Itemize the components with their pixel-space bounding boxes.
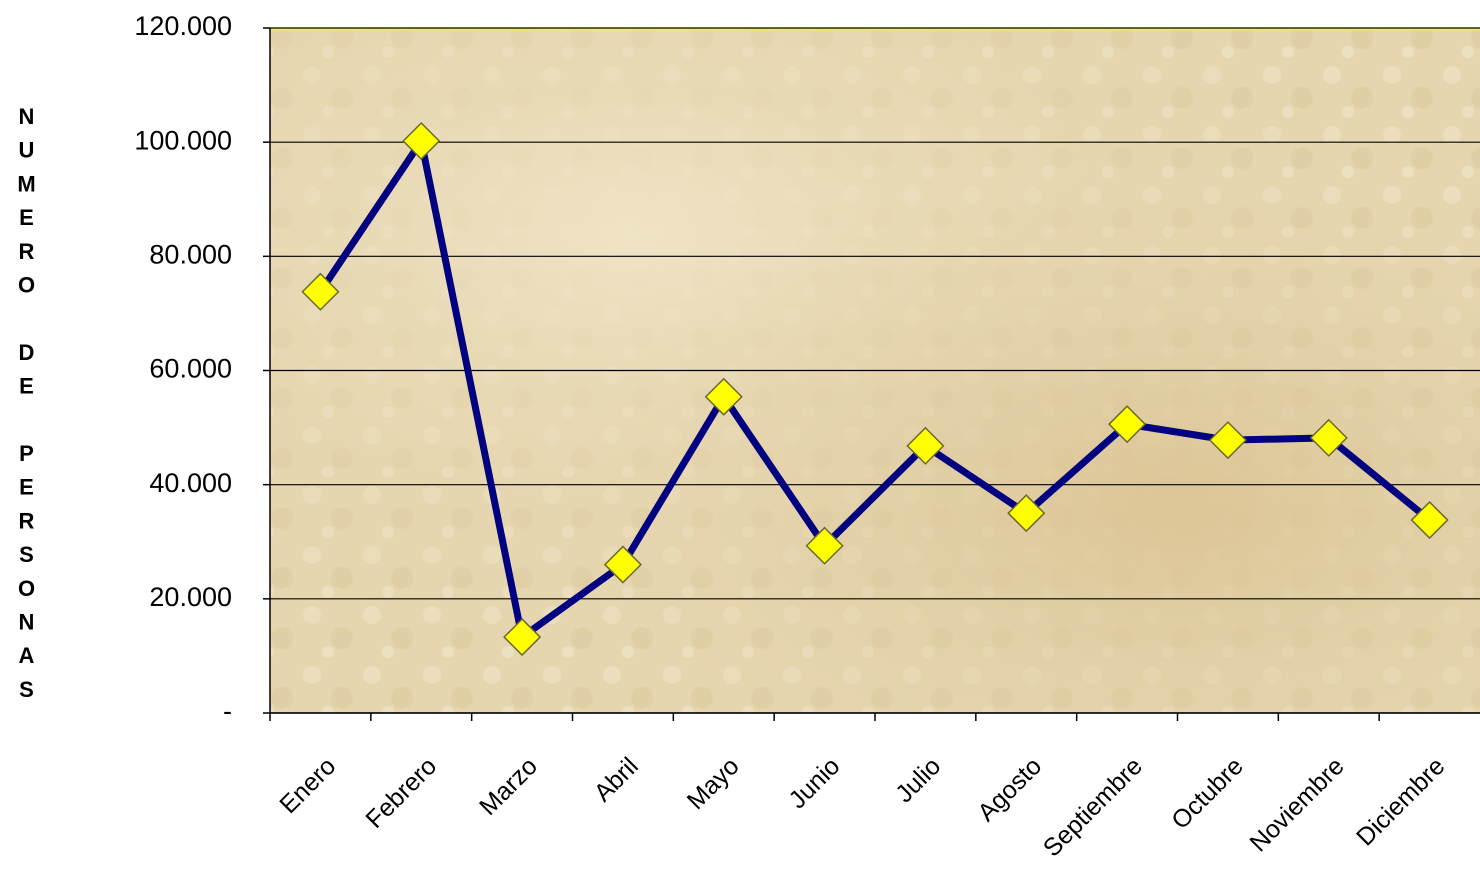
x-tick-label: Marzo <box>474 752 543 821</box>
y-tick-label: 100.000 <box>134 125 232 155</box>
marker <box>301 272 340 311</box>
x-tick-label: Mayo <box>682 752 745 815</box>
x-tick-label: Enero <box>274 752 341 819</box>
y-axis-label: NUMERO DE PERSONAS <box>14 104 39 711</box>
marker <box>1208 421 1247 460</box>
marker <box>805 526 844 565</box>
marker <box>906 426 945 465</box>
x-tick-label: Agosto <box>972 752 1047 827</box>
y-tick-label: 80.000 <box>149 239 232 269</box>
x-tick-label: Diciembre <box>1351 752 1450 851</box>
marker <box>1410 500 1449 540</box>
marker <box>704 377 743 416</box>
y-tick-label: 120.000 <box>134 11 232 41</box>
x-tick-label: Febrero <box>360 752 442 834</box>
y-tick-label: 20.000 <box>149 582 232 612</box>
marker <box>603 545 642 584</box>
marker <box>1309 418 1348 457</box>
x-tick-label: Septiembre <box>1038 752 1148 862</box>
y-tick-label: - <box>223 696 232 726</box>
marker <box>402 121 441 161</box>
marker <box>1108 405 1147 444</box>
marker <box>1007 494 1046 533</box>
x-tick-label: Junio <box>783 752 845 814</box>
marker <box>503 618 542 657</box>
x-tick-label: Noviembre <box>1244 752 1349 857</box>
y-tick-label: 60.000 <box>149 354 232 384</box>
x-tick-label: Julio <box>890 752 946 808</box>
x-tick-label: Abril <box>589 752 644 807</box>
x-tick-label: Octubre <box>1166 752 1249 835</box>
y-tick-label: 40.000 <box>149 468 232 498</box>
